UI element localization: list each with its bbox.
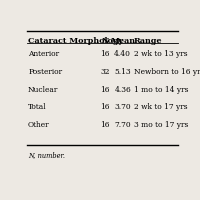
- Text: 1 mo to 14 yrs: 1 mo to 14 yrs: [134, 86, 188, 94]
- Text: 2 wk to 13 yrs: 2 wk to 13 yrs: [134, 50, 187, 58]
- Text: 16: 16: [100, 103, 110, 111]
- Text: Cataract Morphology: Cataract Morphology: [28, 37, 123, 45]
- Text: Total: Total: [28, 103, 47, 111]
- Text: 3 mo to 17 yrs: 3 mo to 17 yrs: [134, 121, 188, 129]
- Text: 16: 16: [100, 86, 110, 94]
- Text: 16: 16: [100, 50, 110, 58]
- Text: 2 wk to 17 yrs: 2 wk to 17 yrs: [134, 103, 187, 111]
- Text: 32: 32: [100, 68, 110, 76]
- Text: Mean: Mean: [110, 37, 135, 45]
- Text: Nuclear: Nuclear: [28, 86, 58, 94]
- Text: 16: 16: [100, 121, 110, 129]
- Text: 3.70: 3.70: [114, 103, 131, 111]
- Text: 7.70: 7.70: [114, 121, 131, 129]
- Text: Range: Range: [134, 37, 162, 45]
- Text: Anterior: Anterior: [28, 50, 59, 58]
- Text: Newborn to 16 yrs: Newborn to 16 yrs: [134, 68, 200, 76]
- Text: N, number.: N, number.: [28, 151, 65, 159]
- Text: Posterior: Posterior: [28, 68, 62, 76]
- Text: Other: Other: [28, 121, 50, 129]
- Text: 5.13: 5.13: [114, 68, 131, 76]
- Text: 4.36: 4.36: [114, 86, 131, 94]
- Text: N: N: [101, 37, 109, 45]
- Text: 4.40: 4.40: [114, 50, 131, 58]
